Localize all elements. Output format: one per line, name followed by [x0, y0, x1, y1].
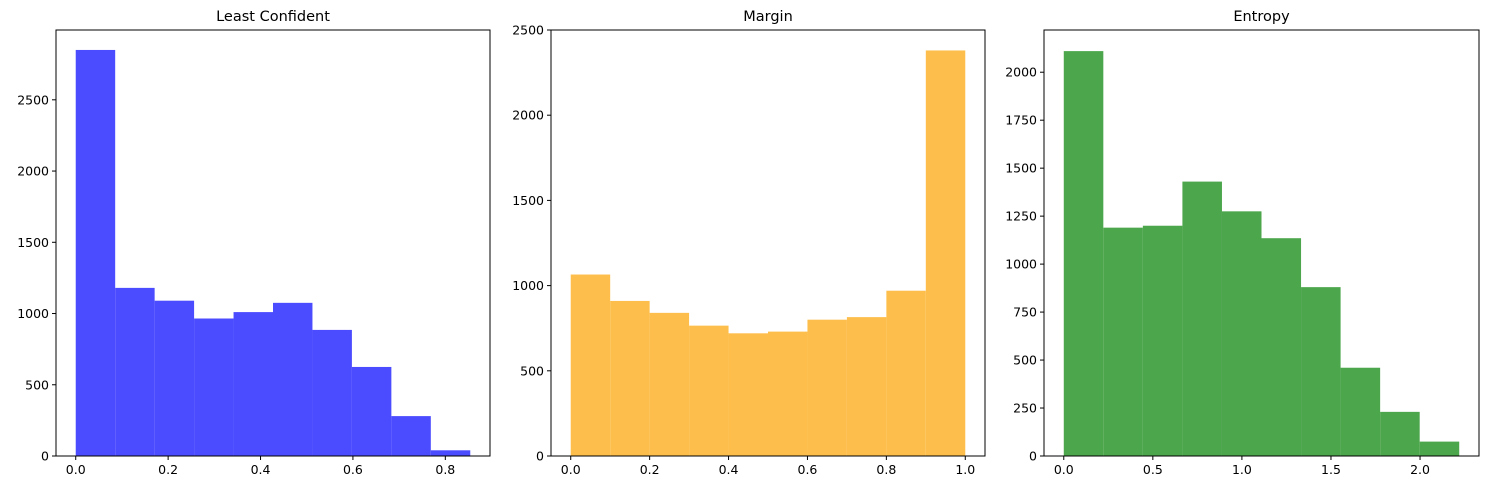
y-tick-label: 2000 [1005, 65, 1037, 80]
x-tick-label: 0.8 [435, 462, 455, 477]
y-tick-label: 1250 [1005, 209, 1037, 224]
x-tick-label: 1.0 [1232, 462, 1252, 477]
y-tick-label: 1500 [17, 235, 49, 250]
y-tick-label: 1750 [1005, 113, 1037, 128]
chart-title: Least Confident [216, 9, 330, 25]
histogram-bar [689, 325, 729, 456]
y-tick-label: 1000 [17, 306, 49, 321]
x-tick-label: 0.2 [158, 462, 178, 477]
histogram-bar [1221, 211, 1262, 456]
histogram-bar [1103, 227, 1143, 456]
histogram-bar [610, 300, 650, 456]
histogram-bar [351, 366, 392, 456]
histogram-bar [233, 312, 273, 456]
histogram-bar [1261, 238, 1302, 456]
histogram-bar [312, 329, 352, 456]
x-tick-label: 0.4 [251, 462, 271, 477]
axes-frame [550, 29, 986, 457]
y-tick-label: 1000 [512, 278, 544, 293]
histogram-bar [1182, 181, 1222, 456]
y-tick-label: 500 [1013, 353, 1037, 368]
histogram-bar [1340, 367, 1381, 456]
y-tick-label: 500 [520, 363, 544, 378]
histogram-bar [728, 333, 768, 456]
chart-title: Margin [743, 9, 793, 25]
y-tick-label: 1500 [1005, 161, 1037, 176]
subplot-2: 0.0 0.2 0.4 0.6 0.8 1.0 0 500 1000 1500 2000 2500 Ma… [512, 9, 986, 477]
x-tick-label: 0.2 [640, 462, 660, 477]
axes-frame [55, 29, 491, 457]
y-tick-label: 0 [1029, 449, 1037, 464]
axes-frame [1043, 29, 1480, 457]
histogram-bar [1301, 287, 1341, 456]
chart-title: Entropy [1233, 9, 1290, 25]
y-tick-label: 0 [41, 449, 49, 464]
histogram-bar [1063, 51, 1104, 457]
y-tick-label: 250 [1013, 401, 1037, 416]
y-tick-label: 2000 [17, 164, 49, 179]
histogram-bar [925, 50, 966, 456]
histogram-bar [768, 331, 808, 456]
x-tick-label: 0.8 [876, 462, 896, 477]
histogram-bar [886, 290, 926, 456]
x-tick-label: 0.0 [561, 462, 581, 477]
x-tick-label: 0.6 [343, 462, 363, 477]
histogram-bar [1419, 441, 1460, 456]
y-tick-label: 1000 [1005, 257, 1037, 272]
histogram-bar [570, 274, 611, 456]
histogram-bar [649, 312, 690, 456]
x-tick-label: 1.5 [1321, 462, 1341, 477]
x-tick-label: 0.0 [1054, 462, 1074, 477]
histogram-bar [75, 49, 116, 456]
histogram-bar [807, 319, 847, 456]
y-tick-label: 500 [25, 377, 49, 392]
histogram-bar [194, 318, 234, 456]
y-tick-label: 2500 [17, 92, 49, 107]
x-tick-label: 0.4 [719, 462, 739, 477]
y-tick-label: 750 [1013, 305, 1037, 320]
histogram-bar [115, 287, 155, 456]
histogram-bar [430, 450, 471, 456]
histogram-bar [846, 317, 887, 456]
y-tick-label: 2000 [512, 108, 544, 123]
x-tick-label: 0.6 [798, 462, 818, 477]
x-tick-label: 2.0 [1410, 462, 1430, 477]
x-tick-label: 0.5 [1143, 462, 1163, 477]
y-tick-label: 1500 [512, 193, 544, 208]
x-tick-label: 0.0 [66, 462, 86, 477]
histogram-bar [1380, 411, 1420, 456]
histogram-bar [273, 302, 313, 456]
histogram-bar [391, 416, 431, 456]
y-tick-label: 2500 [512, 23, 544, 38]
histogram-bar [1142, 225, 1183, 456]
subplot-1: 0.0 0.2 0.4 0.6 0.8 0 500 1000 1500 2000 2500 Least… [17, 9, 491, 477]
x-tick-label: 1.0 [955, 462, 975, 477]
subplot-3: 0.0 0.5 1.0 1.5 2.0 0 250 500 750 1000 1250 1500 175… [1005, 9, 1480, 477]
y-tick-label: 0 [536, 449, 544, 464]
histogram-bar [154, 300, 195, 456]
